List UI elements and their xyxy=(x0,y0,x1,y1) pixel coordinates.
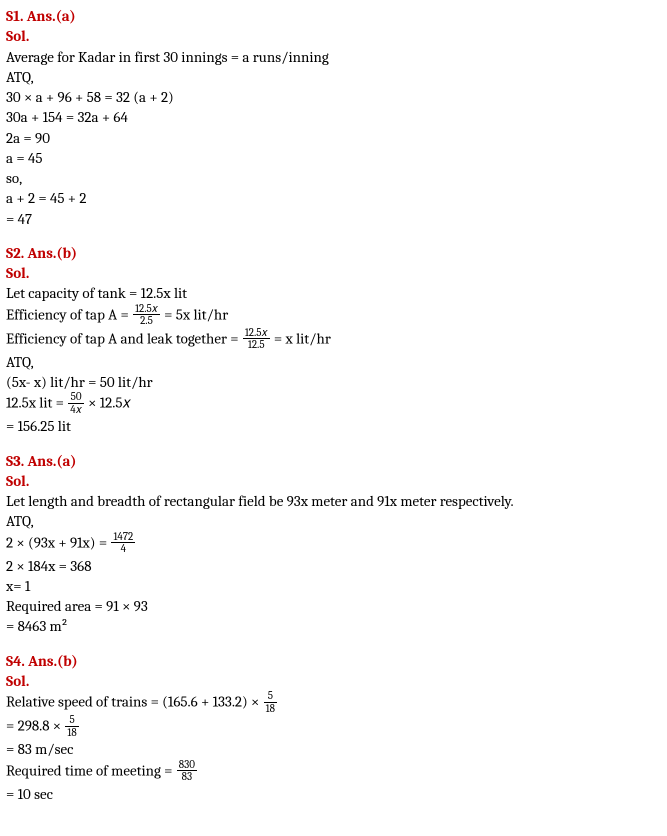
s1-line: a = 45 xyxy=(6,148,661,168)
solution-s3: S3. Ans.(a) Sol. Let length and breadth … xyxy=(6,451,661,637)
s4-line: Required time of meeting = 830 83 xyxy=(6,760,661,784)
denominator: 4 xyxy=(111,543,135,555)
s3-line: = 8463 m² xyxy=(6,616,661,636)
numerator: 5 xyxy=(264,690,277,703)
s1-sol-label: Sol. xyxy=(6,26,661,46)
s2-heading: S2. Ans.(b) xyxy=(6,243,661,263)
denominator: 12.5 xyxy=(243,339,270,351)
s2-text: 12.5x lit = xyxy=(6,394,67,412)
s3-line: ATQ, xyxy=(6,511,661,531)
s2-text: = x lit/hr xyxy=(274,329,331,347)
s2-line: ATQ, xyxy=(6,352,661,372)
fraction: 5 18 xyxy=(264,690,277,714)
s4-text: Required time of meeting = xyxy=(6,761,176,779)
fraction: 5 18 xyxy=(65,714,78,738)
denominator: 2.5 xyxy=(133,315,160,327)
s4-line: = 10 sec xyxy=(6,784,661,804)
s1-line: 30a + 154 = 32a + 64 xyxy=(6,107,661,127)
s2-line: Let capacity of tank = 12.5x lit xyxy=(6,283,661,303)
s3-line: Let length and breadth of rectangular fi… xyxy=(6,491,661,511)
s4-text: = 298.8 × xyxy=(6,717,64,735)
s1-line: = 47 xyxy=(6,209,661,229)
s2-line: = 156.25 lit xyxy=(6,416,661,436)
s4-line: = 298.8 × 5 18 xyxy=(6,715,661,739)
s1-line: ATQ, xyxy=(6,67,661,87)
solution-s1: S1. Ans.(a) Sol. Average for Kadar in fi… xyxy=(6,6,661,229)
denominator: 4𝑥 xyxy=(68,404,84,416)
s2-line: 12.5x lit = 50 4𝑥 × 12.5𝑥 xyxy=(6,392,661,416)
s4-line: Relative speed of trains = (165.6 + 133.… xyxy=(6,691,661,715)
s3-sol-label: Sol. xyxy=(6,471,661,491)
fraction: 50 4𝑥 xyxy=(68,391,84,415)
s2-line: Efficiency of tap A = 12.5𝑥 2.5 = 5x lit… xyxy=(6,304,661,328)
s1-line: 30 × a + 96 + 58 = 32 (a + 2) xyxy=(6,87,661,107)
s4-heading: S4. Ans.(b) xyxy=(6,651,661,671)
s2-text: × 12.5𝑥 xyxy=(88,394,131,412)
s4-sol-label: Sol. xyxy=(6,671,661,691)
s3-line: 2 × (93x + 91x) = 1472 4 xyxy=(6,532,661,556)
s2-line: Efficiency of tap A and leak together = … xyxy=(6,328,661,352)
denominator: 18 xyxy=(65,727,78,739)
fraction: 12.5𝑥 2.5 xyxy=(133,303,160,327)
s2-text: = 5x lit/hr xyxy=(164,305,228,323)
fraction: 12.5𝑥 12.5 xyxy=(243,327,270,351)
s2-sol-label: Sol. xyxy=(6,263,661,283)
numerator: 50 xyxy=(68,391,84,404)
s1-line: a + 2 = 45 + 2 xyxy=(6,188,661,208)
s3-text: 2 × (93x + 91x) = xyxy=(6,533,110,551)
s2-line: (5x- x) lit/hr = 50 lit/hr xyxy=(6,372,661,392)
numerator: 5 xyxy=(65,714,78,727)
denominator: 18 xyxy=(264,703,277,715)
solution-s2: S2. Ans.(b) Sol. Let capacity of tank = … xyxy=(6,243,661,437)
s4-line: = 83 m/sec xyxy=(6,739,661,759)
s1-heading: S1. Ans.(a) xyxy=(6,6,661,26)
denominator: 83 xyxy=(177,771,197,783)
s3-line: x= 1 xyxy=(6,576,661,596)
s3-line: 2 × 184x = 368 xyxy=(6,556,661,576)
s4-text: Relative speed of trains = (165.6 + 133.… xyxy=(6,693,263,711)
s1-line: Average for Kadar in first 30 innings = … xyxy=(6,47,661,67)
s1-line: so, xyxy=(6,168,661,188)
s3-line: Required area = 91 × 93 xyxy=(6,596,661,616)
fraction: 830 83 xyxy=(177,759,197,783)
s2-text: Efficiency of tap A and leak together = xyxy=(6,329,242,347)
fraction: 1472 4 xyxy=(111,531,135,555)
s3-heading: S3. Ans.(a) xyxy=(6,451,661,471)
s1-line: 2a = 90 xyxy=(6,128,661,148)
solution-s4: S4. Ans.(b) Sol. Relative speed of train… xyxy=(6,651,661,804)
s2-text: Efficiency of tap A = xyxy=(6,305,132,323)
